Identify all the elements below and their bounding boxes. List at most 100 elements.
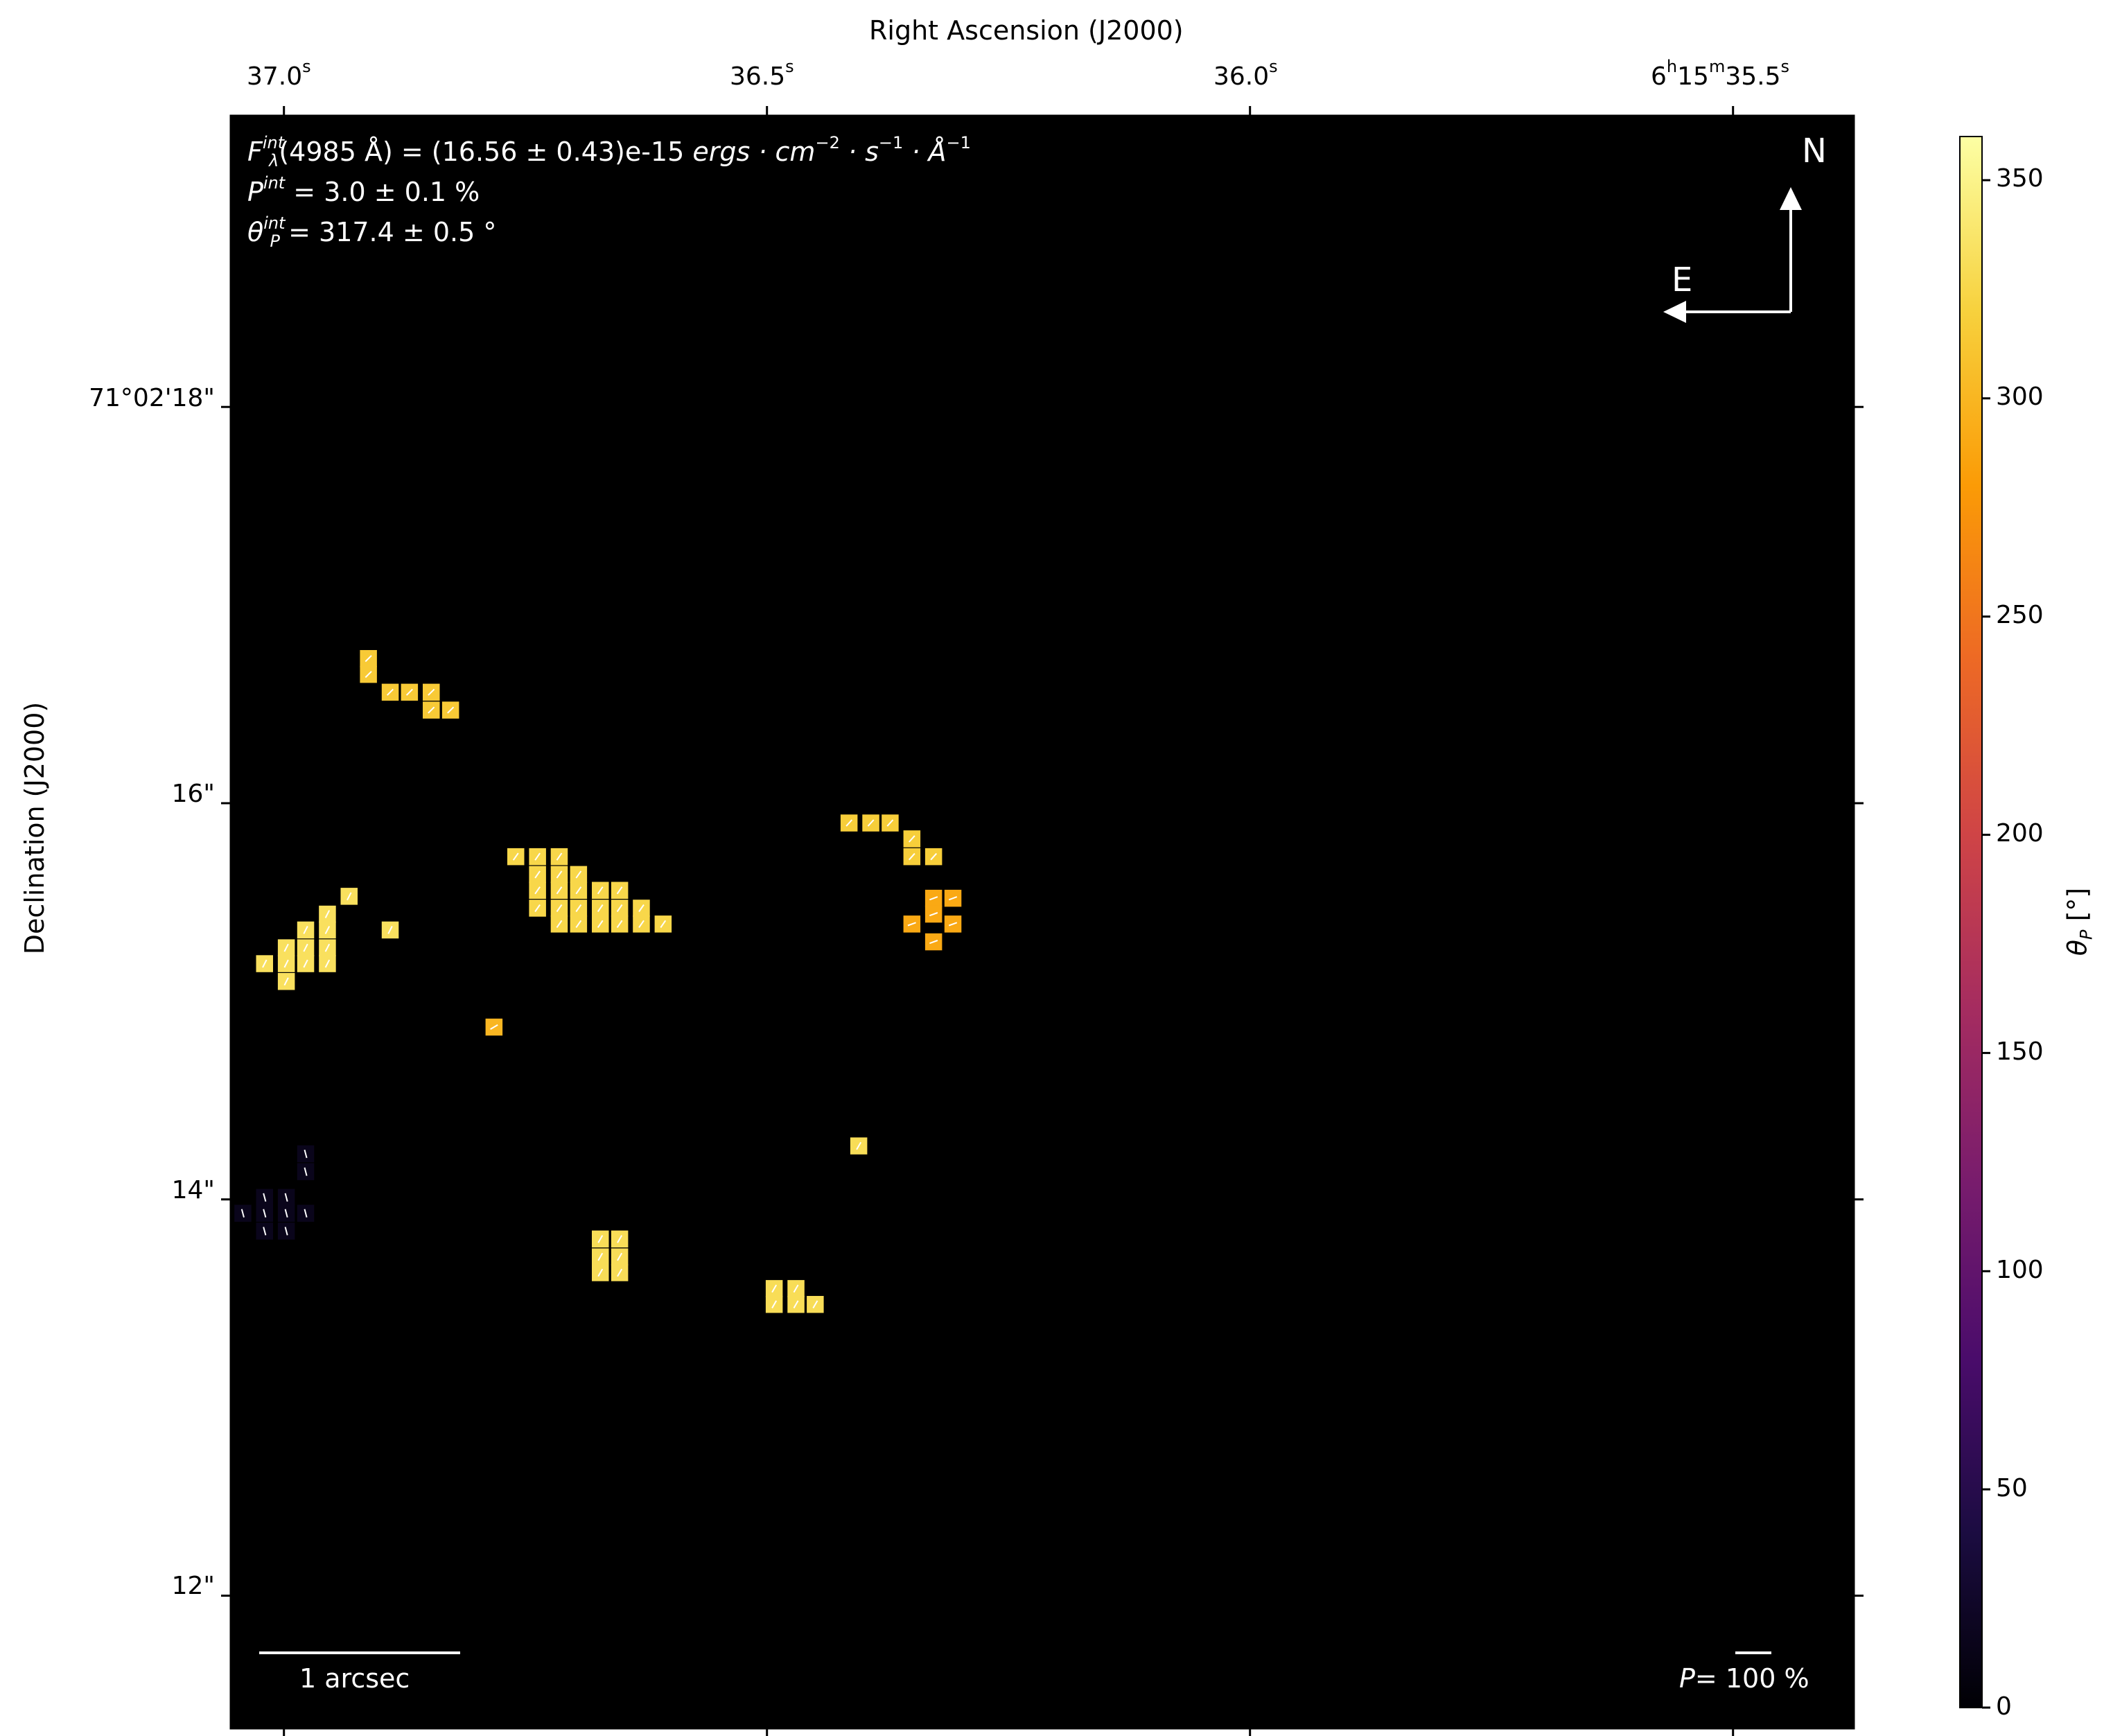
polarization-vector: [534, 904, 541, 913]
flux-annotation: Fintλ(4985 Å) = (16.56 ± 0.43)e-15 ergs …: [247, 133, 971, 170]
polarization-vector: [597, 1235, 604, 1243]
arcsec-scalebar-label: 1 arcsec: [299, 1663, 410, 1694]
polarization-vector: [365, 671, 372, 678]
polarization-vector: [948, 922, 958, 927]
polarization-vector: [405, 688, 413, 696]
polarization-vector: [616, 920, 623, 928]
y-tick-label: 14": [171, 1176, 215, 1204]
x-tick-label: 37.0s: [247, 57, 311, 91]
polarization-vector: [283, 943, 289, 952]
polarization-scale-label: P= 100 %: [1679, 1663, 1809, 1694]
polarization-vector: [365, 655, 372, 663]
x-tick-label: 36.5s: [730, 57, 794, 91]
colorbar-tick-label: 50: [1996, 1474, 2028, 1502]
polarization-vector: [597, 920, 604, 928]
polarization-vector: [638, 904, 645, 913]
polarization-vector: [240, 1209, 245, 1218]
polarization-vector: [490, 1024, 498, 1030]
polarization-vector: [793, 1284, 799, 1293]
colorbar-tick-label: 250: [1996, 601, 2044, 629]
polarization-vector: [597, 1268, 604, 1277]
colorbar-tick-label: 300: [1996, 383, 2044, 411]
polarization-vector: [617, 1252, 623, 1261]
polarization-vector: [447, 706, 455, 714]
polarization-vector: [262, 959, 268, 968]
polarization-vector: [304, 1209, 308, 1218]
polarization-vector: [324, 910, 331, 918]
polarization-vector: [616, 886, 623, 895]
polarization-regions: [234, 650, 962, 1313]
axis-ticks: [221, 106, 1864, 1736]
polarization-vector: [886, 819, 894, 827]
polarization-vector: [908, 835, 915, 843]
polarization-vector: [660, 920, 667, 928]
east-arrowhead: [1663, 301, 1686, 323]
x-tick-label: 6h15m35.5s: [1651, 57, 1789, 91]
polarization-vector: [534, 870, 541, 879]
polarization-vector: [812, 1300, 818, 1309]
polarization-vector: [284, 1193, 288, 1202]
polarization-vector: [867, 819, 875, 827]
y-axis-title: Declination (J2000): [19, 701, 50, 955]
colorbar-tick-label: 150: [1996, 1037, 2044, 1066]
polarization-vector: [428, 688, 435, 696]
colorbar-tick-label: 200: [1996, 819, 2044, 848]
polarization-vector: [283, 977, 289, 986]
polarization-vector: [930, 852, 938, 861]
y-tick-label: 16": [171, 780, 215, 808]
polarization-vector: [303, 943, 308, 952]
polarization-vector: [856, 1141, 862, 1150]
polarization-vector: [845, 819, 853, 827]
polarization-vector: [303, 959, 308, 968]
polarization-vector: [534, 852, 541, 861]
polarization-vector: [534, 886, 541, 895]
polarization-vector: [597, 886, 604, 895]
polarization-vector: [347, 892, 352, 901]
angle-annotation: θintP = 317.4 ± 0.5 °: [247, 213, 497, 251]
polarization-vector: [512, 852, 519, 861]
polarization-vector: [284, 1227, 288, 1236]
polarization-vector: [386, 688, 394, 696]
polarization-vector: [929, 912, 938, 917]
y-tick-label: 71°02'18": [89, 384, 215, 412]
polarization-vector: [428, 706, 435, 714]
polarization-vector: [324, 959, 331, 968]
polarization-vector: [575, 870, 582, 879]
polarization-vector: [617, 1268, 623, 1277]
polarization-vector: [616, 904, 623, 913]
colorbar-tick-label: 100: [1996, 1256, 2044, 1284]
polarization-vector: [556, 886, 563, 895]
polarization-vector: [324, 926, 331, 934]
polarization-annotation: Pint = 3.0 ± 0.1 %: [247, 173, 480, 207]
north-arrowhead: [1780, 187, 1802, 210]
polarization-vector: [597, 1252, 604, 1261]
polarization-vector: [929, 896, 938, 901]
polarization-vector: [387, 926, 393, 934]
polarization-vector: [263, 1209, 267, 1218]
x-axis-title: Right Ascension (J2000): [869, 15, 1184, 46]
polarization-vector: [556, 920, 563, 928]
polarization-vector: [304, 1167, 308, 1176]
x-tick-label: 36.0s: [1213, 57, 1278, 91]
colorbar: [1959, 136, 1983, 1708]
polarization-vector: [617, 1235, 623, 1243]
y-tick-label: 12": [171, 1572, 215, 1600]
polarization-vector: [304, 1149, 308, 1159]
polarization-vector: [948, 896, 958, 901]
polarization-vector: [793, 1300, 799, 1308]
colorbar-label: θP [°]: [2062, 887, 2096, 956]
polarization-vector: [303, 926, 308, 934]
polarization-vector: [283, 959, 289, 968]
polarization-vector: [907, 922, 916, 927]
east-label: E: [1672, 261, 1693, 299]
polarization-vector: [575, 920, 582, 928]
polarization-vector: [263, 1193, 267, 1202]
polarization-vector: [556, 870, 563, 879]
polarization-vector: [324, 943, 331, 952]
polarization-vector: [556, 852, 563, 861]
polarization-vector: [575, 886, 582, 895]
polarization-vector: [597, 904, 604, 913]
polarization-vector: [284, 1209, 288, 1218]
polarization-vector: [556, 904, 563, 913]
